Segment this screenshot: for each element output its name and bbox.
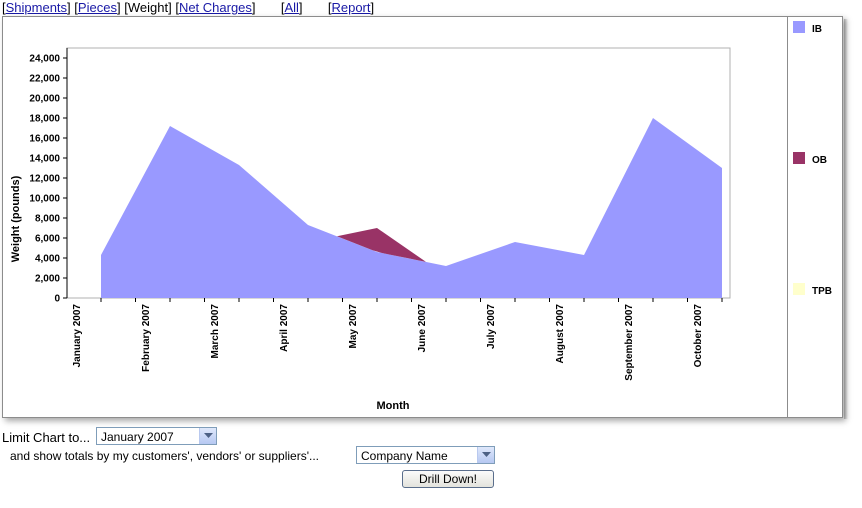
limit-month-value: January 2007	[101, 430, 174, 444]
totals-by-value: Company Name	[361, 449, 448, 463]
legend-swatch	[793, 21, 805, 33]
nav-net-charges-link[interactable]: Net Charges	[178, 0, 252, 15]
nav-shipments-link[interactable]: Shipments	[5, 0, 68, 15]
legend-swatch	[793, 283, 805, 295]
x-tick-label: February 2007	[141, 304, 152, 372]
nav-all-link[interactable]: All	[284, 0, 299, 15]
chevron-down-icon[interactable]	[199, 428, 216, 444]
x-tick-label: August 2007	[555, 304, 566, 364]
limit-month-select[interactable]: January 2007	[96, 427, 217, 445]
y-tick-label: 16,000	[29, 134, 60, 145]
x-tick-label: September 2007	[624, 304, 635, 381]
y-tick-label: 18,000	[29, 114, 60, 125]
totals-label: and show totals by my customers', vendor…	[10, 449, 319, 463]
chevron-down-icon[interactable]	[477, 447, 494, 463]
y-tick-label: 24,000	[29, 54, 60, 65]
legend-swatch	[793, 152, 805, 164]
x-tick-label: July 2007	[486, 304, 497, 349]
y-axis-title: Weight (pounds)	[10, 175, 22, 262]
y-tick-label: 2,000	[35, 274, 60, 285]
y-tick-label: 22,000	[29, 74, 60, 85]
limit-chart-row: Limit Chart to...	[2, 430, 90, 445]
totals-row: and show totals by my customers', vendor…	[10, 449, 319, 463]
series-area-ib	[101, 118, 722, 298]
series-area-ob	[337, 228, 426, 262]
y-tick-label: 14,000	[29, 154, 60, 165]
y-tick-label: 6,000	[35, 234, 60, 245]
chart-nav: [Shipments] [Pieces] [Weight] [Net Charg…	[2, 0, 375, 15]
legend-label: OB	[812, 155, 827, 166]
x-axis-title: Month	[377, 400, 410, 412]
y-tick-label: 12,000	[29, 174, 60, 185]
totals-by-select[interactable]: Company Name	[356, 446, 495, 464]
nav-pieces-link[interactable]: Pieces	[77, 0, 117, 15]
x-tick-label: April 2007	[279, 304, 290, 352]
legend-divider	[787, 16, 788, 418]
legend-label: IB	[812, 24, 822, 35]
y-tick-label: 20,000	[29, 94, 60, 105]
y-tick-label: 10,000	[29, 194, 60, 205]
nav-report-link[interactable]: Report	[331, 0, 371, 15]
x-tick-label: June 2007	[417, 304, 428, 353]
x-tick-label: March 2007	[210, 304, 221, 359]
legend-label: TPB	[812, 286, 832, 297]
y-tick-label: 4,000	[35, 254, 60, 265]
x-tick-label: May 2007	[348, 304, 359, 349]
y-tick-label: 8,000	[35, 214, 60, 225]
drill-down-button[interactable]: Drill Down!	[402, 470, 494, 488]
x-tick-label: January 2007	[72, 304, 83, 368]
limit-chart-label: Limit Chart to...	[2, 430, 91, 445]
nav-weight-current: Weight	[127, 0, 169, 15]
weight-area-chart: 0 2,000 4,000 6,000 8,000 10,000 12,000 14,000 1…	[10, 21, 832, 412]
frame-shadow	[844, 19, 848, 419]
x-tick-label: October 2007	[693, 304, 704, 368]
y-tick-label: 0	[54, 294, 60, 305]
